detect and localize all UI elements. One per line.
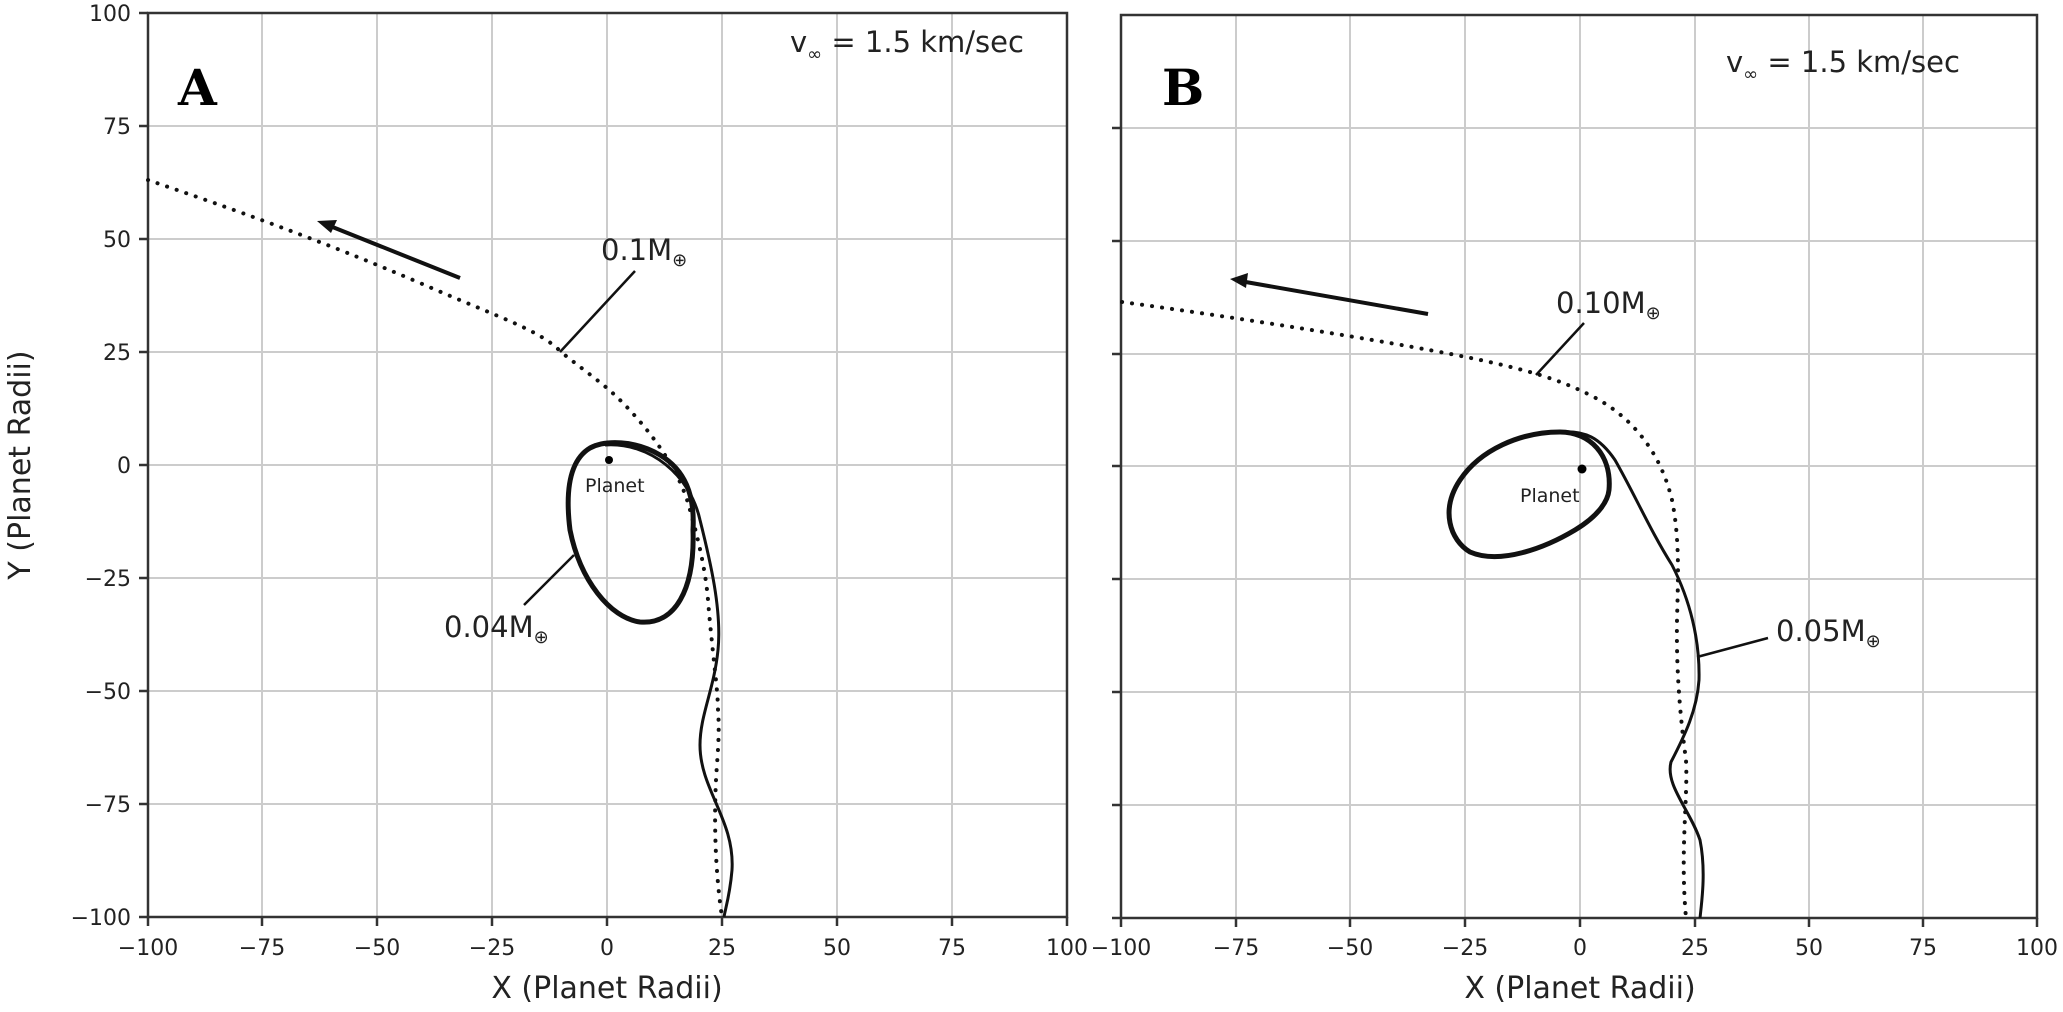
x-tick-label: −100	[118, 936, 178, 961]
x-tick-label: −75	[239, 936, 285, 961]
trajectory-0.1-dotted	[146, 178, 724, 919]
y-tick-label: −25	[85, 567, 131, 592]
x-tick-label: 50	[1795, 936, 1823, 961]
planet-marker	[1577, 464, 1587, 474]
panel-letter-b: B	[1162, 58, 1204, 117]
panel-a-y-tick-labels: 100 75 50 25 0 −25 −50 −75 −100	[71, 2, 131, 931]
x-tick-label: 25	[1681, 936, 1709, 961]
label-0.10-mass: 0.10M⊕	[1556, 286, 1661, 324]
label-0.04-mass: 0.04M⊕	[444, 610, 549, 648]
direction-arrow-icon	[1230, 273, 1429, 316]
leader-line	[559, 270, 636, 353]
direction-arrow-icon	[317, 220, 461, 280]
x-tick-label: 100	[2016, 936, 2058, 961]
planet-marker	[605, 456, 613, 464]
x-tick-label: 25	[708, 936, 736, 961]
trajectory-0.04-orbit	[565, 440, 696, 625]
y-tick-label: 100	[89, 2, 131, 27]
y-tick-label: −75	[85, 793, 131, 818]
x-axis-title: X (Planet Radii)	[491, 971, 722, 1006]
y-tick-label: 0	[117, 454, 131, 479]
panel-a-y-ticks	[139, 11, 148, 919]
panel-a: 100 75 50 25 0 −25 −50 −75 −100 −100 −75…	[3, 2, 1088, 1006]
y-tick-label: −50	[85, 680, 131, 705]
label-0.1-mass: 0.1M⊕	[601, 233, 687, 271]
x-tick-label: 0	[1573, 936, 1587, 961]
panel-b: −100 −75 −50 −25 0 25 50 75 100 X (Plane…	[1091, 13, 2058, 1006]
panel-a-x-ticks	[146, 917, 1069, 926]
x-tick-label: 75	[938, 936, 966, 961]
x-tick-label: −50	[1327, 936, 1373, 961]
trajectory-0.05-tail	[1559, 430, 1705, 919]
x-tick-label: −50	[354, 936, 400, 961]
y-axis-title: Y (Planet Radii)	[3, 350, 38, 580]
velocity-annotation: v∞ = 1.5 km/sec	[790, 25, 1024, 65]
y-tick-label: −100	[71, 906, 131, 931]
x-tick-label: −100	[1091, 936, 1151, 961]
x-tick-label: 50	[823, 936, 851, 961]
x-tick-label: 75	[1909, 936, 1937, 961]
trajectory-0.10-dotted	[1120, 300, 1689, 920]
x-tick-label: −75	[1213, 936, 1259, 961]
velocity-annotation: v∞ = 1.5 km/sec	[1726, 45, 1960, 85]
y-tick-label: 25	[103, 341, 131, 366]
trajectory-0.04-tail	[604, 443, 734, 918]
x-tick-label: 0	[600, 936, 614, 961]
planet-label: Planet	[1520, 485, 1580, 507]
panel-b-x-tick-labels: −100 −75 −50 −25 0 25 50 75 100	[1091, 936, 2058, 961]
planet-label: Planet	[585, 475, 645, 497]
panel-letter-a: A	[177, 58, 218, 117]
leader-line	[1696, 636, 1769, 659]
y-tick-label: 75	[103, 115, 131, 140]
panel-b-x-ticks	[1119, 918, 2039, 927]
leader-line	[1535, 322, 1585, 376]
y-tick-label: 50	[103, 228, 131, 253]
panel-a-x-tick-labels: −100 −75 −50 −25 0 25 50 75 100	[118, 936, 1088, 961]
x-tick-label: −25	[469, 936, 515, 961]
label-0.05-mass: 0.05M⊕	[1776, 614, 1881, 652]
panel-b-grid	[1121, 15, 2037, 918]
leader-line	[523, 554, 575, 606]
x-tick-label: −25	[1442, 936, 1488, 961]
panel-a-grid	[148, 13, 1067, 917]
x-axis-title: X (Planet Radii)	[1464, 971, 1695, 1006]
x-tick-label: 100	[1046, 936, 1088, 961]
panel-b-y-ticks	[1112, 126, 1121, 920]
